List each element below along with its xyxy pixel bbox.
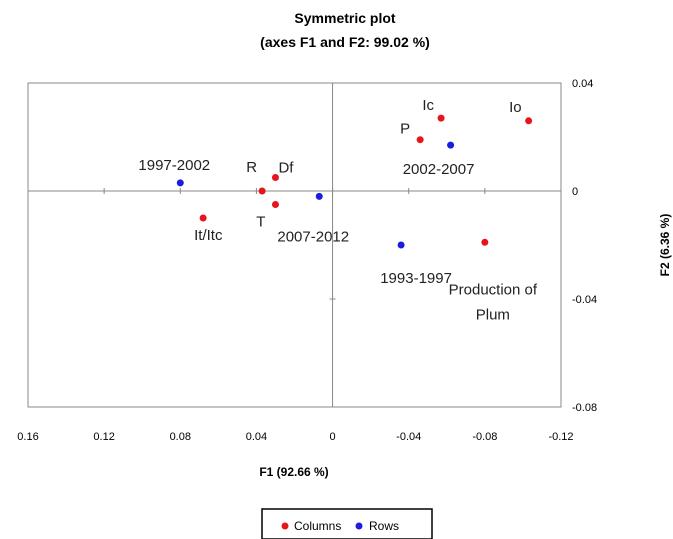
point-label-2007-2012: 2007-2012 (277, 228, 349, 245)
y-tick-label: -0.08 (572, 402, 597, 414)
y-tick-label: 0.04 (572, 78, 593, 90)
rows-point-2007-2012 (316, 193, 323, 200)
point-labels-group: Io Ic P Df R T It/Itc Production of Plum 1997-200… (138, 97, 537, 323)
x-tick-label: 0.08 (170, 431, 191, 443)
legend-label-columns: Columns (294, 519, 341, 533)
point-label-production-of-plum: Production of Plum (449, 281, 538, 323)
point-label-line: Production of (449, 281, 538, 298)
columns-point-io (525, 117, 532, 124)
y-axis-title: F2 (6.36 %) (658, 214, 672, 277)
point-label-t: T (256, 214, 265, 231)
point-label-1997-2002: 1997-2002 (138, 157, 210, 174)
point-label-2002-2007: 2002-2007 (403, 161, 475, 178)
ticks-group: 0.16 0.12 0.08 0.04 0 -0.04 -0.08 -0.12 0.04 0 -0.… (17, 78, 597, 443)
points-group (177, 115, 532, 249)
x-tick-label: 0.16 (17, 431, 38, 443)
legend-label-rows: Rows (369, 519, 399, 533)
y-tick-label: -0.04 (572, 294, 597, 306)
columns-point-t (272, 201, 279, 208)
point-label-r: R (246, 159, 257, 176)
columns-point-production-of-plum (481, 239, 488, 246)
x-tick-label: 0 (330, 431, 336, 443)
x-tick-label: -0.04 (396, 431, 421, 443)
chart-title: Symmetric plot (294, 10, 395, 26)
columns-point-p (417, 136, 424, 143)
chart-subtitle: (axes F1 and F2: 99.02 %) (260, 34, 430, 50)
x-tick-label: -0.12 (548, 431, 573, 443)
point-label-ic: Ic (422, 97, 434, 114)
point-label-io: Io (509, 99, 522, 116)
point-label-it-itc: It/Itc (194, 227, 223, 244)
legend: Columns Rows (262, 509, 432, 539)
columns-point-r (259, 188, 266, 195)
x-tick-label: 0.04 (246, 431, 267, 443)
rows-point-2002-2007 (447, 142, 454, 149)
x-axis-title: F1 (92.66 %) (259, 465, 328, 479)
rows-point-1997-2002 (177, 179, 184, 186)
point-label-line: Plum (476, 306, 510, 323)
legend-marker-rows (356, 523, 363, 530)
point-label-1993-1997: 1993-1997 (380, 270, 452, 287)
x-tick-label: -0.08 (472, 431, 497, 443)
columns-point-it-itc (200, 215, 207, 222)
point-label-p: P (400, 121, 410, 138)
columns-point-ic (438, 115, 445, 122)
y-tick-label: 0 (572, 186, 578, 198)
point-label-df: Df (278, 160, 294, 177)
rows-point-1993-1997 (398, 242, 405, 249)
legend-marker-columns (282, 523, 289, 530)
x-tick-label: 0.12 (93, 431, 114, 443)
